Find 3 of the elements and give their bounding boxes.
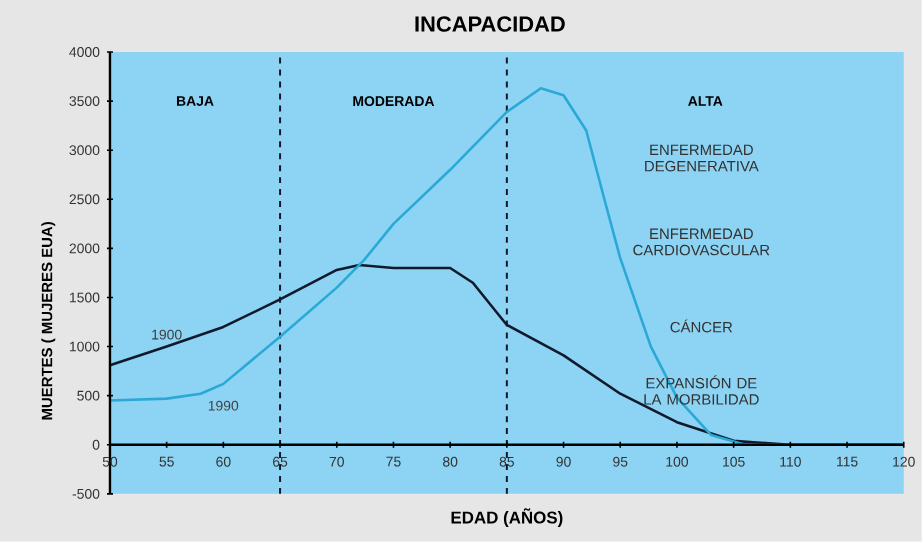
chart-title: INCAPACIDAD bbox=[415, 16, 565, 32]
line-series bbox=[108, 87, 906, 447]
x-axis-title: EDAD (AÑOS) bbox=[451, 508, 563, 527]
